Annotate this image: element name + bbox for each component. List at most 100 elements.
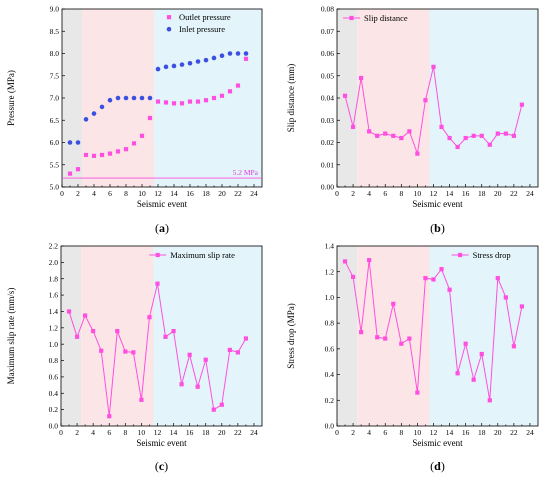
data-point bbox=[455, 144, 460, 150]
data-point bbox=[431, 277, 436, 282]
data-point bbox=[107, 97, 113, 103]
data-point bbox=[179, 101, 185, 106]
data-point bbox=[243, 51, 249, 56]
legend-label: Outlet pressure bbox=[179, 12, 231, 22]
data-point bbox=[147, 95, 153, 101]
data-point bbox=[391, 301, 396, 306]
data-point bbox=[439, 267, 444, 272]
data-point bbox=[115, 95, 121, 101]
x-axis-title: Seismic event bbox=[412, 199, 463, 209]
y-tick-label: 0.04 bbox=[321, 94, 334, 103]
y-tick-label: 0.2 bbox=[325, 396, 335, 405]
data-point bbox=[519, 102, 525, 107]
legend-marker bbox=[166, 26, 172, 32]
y-tick-label: 0.06 bbox=[321, 49, 334, 58]
x-tick-label: 10 bbox=[138, 189, 146, 198]
data-point bbox=[367, 258, 372, 263]
data-point bbox=[391, 133, 396, 138]
y-tick-label: 0.08 bbox=[321, 5, 334, 14]
x-tick-label: 6 bbox=[108, 189, 112, 198]
data-point bbox=[91, 328, 96, 334]
y-tick-label: 1.6 bbox=[49, 291, 59, 300]
data-point bbox=[107, 414, 112, 419]
series-2 bbox=[67, 51, 249, 145]
data-point bbox=[139, 95, 145, 101]
x-tick-label: 16 bbox=[462, 428, 470, 437]
data-point bbox=[171, 63, 177, 69]
data-point bbox=[187, 352, 192, 357]
data-point bbox=[203, 57, 209, 63]
data-point bbox=[123, 349, 128, 354]
data-point bbox=[155, 99, 161, 104]
data-point bbox=[195, 59, 201, 64]
plot-frame bbox=[336, 245, 539, 427]
x-tick-label: 20 bbox=[494, 428, 502, 437]
data-point bbox=[243, 336, 249, 341]
x-tick-label: 4 bbox=[367, 428, 371, 437]
x-tick-label: 2 bbox=[76, 189, 80, 198]
data-point bbox=[495, 276, 500, 281]
y-tick-label: 0.6 bbox=[325, 344, 335, 353]
x-tick-label: 10 bbox=[138, 428, 146, 437]
y-axis-title: Pressure (MPa) bbox=[6, 70, 16, 126]
y-tick-label: 8.0 bbox=[50, 49, 60, 58]
data-point bbox=[415, 151, 420, 156]
data-point bbox=[487, 142, 492, 147]
x-tick-label: 0 bbox=[335, 189, 339, 198]
x-tick-label: 2 bbox=[351, 428, 355, 437]
y-tick-label: 1.0 bbox=[49, 340, 59, 349]
zone-3 bbox=[429, 9, 538, 187]
data-point bbox=[75, 167, 81, 172]
y-tick-label: 2.2 bbox=[49, 242, 59, 251]
zone-1 bbox=[337, 9, 358, 187]
x-tick-label: 14 bbox=[446, 189, 454, 198]
x-tick-label: 16 bbox=[186, 189, 194, 198]
panel-caption: (b) bbox=[430, 221, 445, 235]
data-point bbox=[519, 304, 525, 309]
data-point bbox=[439, 124, 444, 130]
y-tick-label: 2.0 bbox=[49, 258, 59, 267]
data-point bbox=[187, 99, 193, 104]
data-point bbox=[83, 152, 89, 158]
x-axis-title: Seismic event bbox=[137, 199, 188, 209]
x-tick-label: 6 bbox=[383, 428, 387, 437]
data-point bbox=[115, 149, 121, 154]
zone-3 bbox=[154, 9, 262, 187]
data-point bbox=[227, 51, 233, 56]
x-tick-label: 20 bbox=[218, 189, 226, 198]
data-point bbox=[350, 124, 356, 130]
legend-label: Stress drop bbox=[473, 250, 511, 260]
x-tick-label: 18 bbox=[478, 428, 486, 437]
legend-marker bbox=[349, 15, 354, 21]
zone-3 bbox=[429, 246, 538, 426]
data-point bbox=[83, 313, 88, 318]
x-tick-label: 24 bbox=[526, 428, 534, 437]
data-point bbox=[179, 62, 185, 67]
data-point bbox=[399, 341, 404, 346]
data-point bbox=[511, 344, 516, 349]
y-tick-label: 0.6 bbox=[49, 373, 59, 382]
legend-marker bbox=[166, 15, 172, 20]
data-point bbox=[423, 98, 428, 103]
data-point bbox=[463, 341, 468, 346]
x-tick-label: 18 bbox=[202, 428, 210, 437]
data-point bbox=[407, 129, 412, 134]
legend-label: Slip distance bbox=[364, 13, 408, 23]
data-point bbox=[342, 93, 348, 98]
y-tick-label: 0.02 bbox=[321, 138, 334, 147]
data-point bbox=[163, 100, 169, 105]
x-tick-label: 18 bbox=[202, 189, 210, 198]
y-tick-label: 0.00 bbox=[321, 183, 334, 192]
y-tick-label: 0.0 bbox=[325, 422, 335, 431]
x-tick-label: 10 bbox=[414, 189, 422, 198]
y-tick-label: 1.2 bbox=[325, 267, 335, 276]
data-point bbox=[367, 129, 372, 134]
data-point bbox=[423, 276, 428, 281]
x-tick-label: 22 bbox=[510, 189, 518, 198]
y-tick-label: 6.5 bbox=[50, 116, 60, 125]
data-point bbox=[431, 64, 436, 69]
x-tick-label: 12 bbox=[430, 428, 438, 437]
data-point bbox=[342, 259, 348, 264]
x-tick-label: 14 bbox=[446, 428, 454, 437]
data-point bbox=[407, 336, 412, 341]
